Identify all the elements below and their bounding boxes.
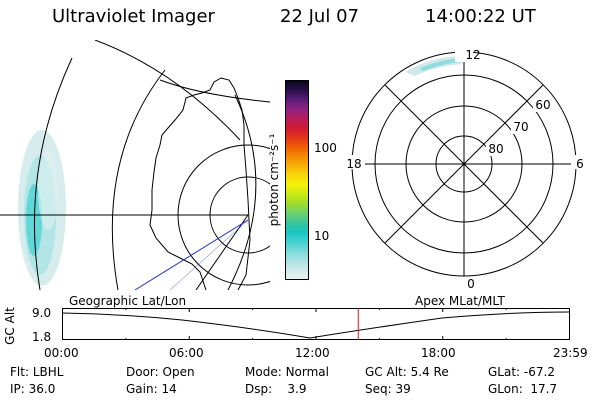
altitude-timeline xyxy=(62,308,570,340)
y-tick-9: 9.0 xyxy=(32,306,52,320)
polar-mlt-plot: 12 0 18 6 60 70 80 xyxy=(343,48,589,291)
colorbar xyxy=(285,80,309,280)
geographic-map xyxy=(0,40,270,290)
glon-field: GLon: 17.7 xyxy=(488,382,558,396)
dsp-field: Dsp: 3.9 xyxy=(245,382,307,396)
mlt-label-18: 18 xyxy=(346,157,361,171)
aurora-emission xyxy=(18,130,66,286)
glat-field: GLat: -67.2 xyxy=(488,365,555,379)
colorbar-tick-100: 100 xyxy=(314,141,337,155)
mlt-label-12: 12 xyxy=(465,48,480,62)
mlt-label-0: 0 xyxy=(467,277,475,291)
timeline-ylabel: GC Alt xyxy=(3,307,17,345)
seq-field: Seq: 39 xyxy=(365,382,411,396)
polar-grid xyxy=(351,51,577,277)
y-tick-1-8: 1.8 xyxy=(32,330,52,344)
geographic-label: Geographic Lat/Lon xyxy=(69,294,187,308)
polar-aurora-emission xyxy=(405,56,463,76)
mlat-label-60: 60 xyxy=(535,98,550,112)
date-label: 22 Jul 07 xyxy=(280,6,359,27)
gain-field: Gain: 14 xyxy=(126,382,177,396)
colorbar-tick-10: 10 xyxy=(314,229,330,243)
mlat-label-80: 80 xyxy=(488,142,503,156)
apex-label: Apex MLat/MLT xyxy=(415,294,505,308)
colorbar-unit-label: photon cm⁻²s⁻¹ xyxy=(267,133,281,226)
svg-text:photon cm⁻²s⁻¹: photon cm⁻²s⁻¹ xyxy=(267,133,281,226)
satellite-track xyxy=(134,219,249,290)
instrument-title: Ultraviolet Imager xyxy=(52,6,215,27)
altitude-curve xyxy=(62,311,570,339)
x-tick-0600: 06:00 xyxy=(169,346,204,360)
mlt-label-6: 6 xyxy=(576,157,584,171)
ip-field: IP: 36.0 xyxy=(10,382,56,396)
mlat-label-70: 70 xyxy=(513,120,528,134)
mode-field: Mode: Normal xyxy=(245,365,329,379)
time-label: 14:00:22 UT xyxy=(425,6,536,27)
x-tick-1200: 12:00 xyxy=(295,346,330,360)
filter-field: Flt: LBHL xyxy=(10,365,64,379)
svg-text:GC Alt: GC Alt xyxy=(3,307,17,345)
x-tick-0000: 00:00 xyxy=(44,346,79,360)
coastline xyxy=(149,77,251,290)
map-grid xyxy=(0,40,270,290)
x-tick-2359: 23:59 xyxy=(553,346,588,360)
door-field: Door: Open xyxy=(126,365,195,379)
gc-alt-field: GC Alt: 5.4 Re xyxy=(365,365,449,379)
x-tick-1800: 18:00 xyxy=(421,346,456,360)
